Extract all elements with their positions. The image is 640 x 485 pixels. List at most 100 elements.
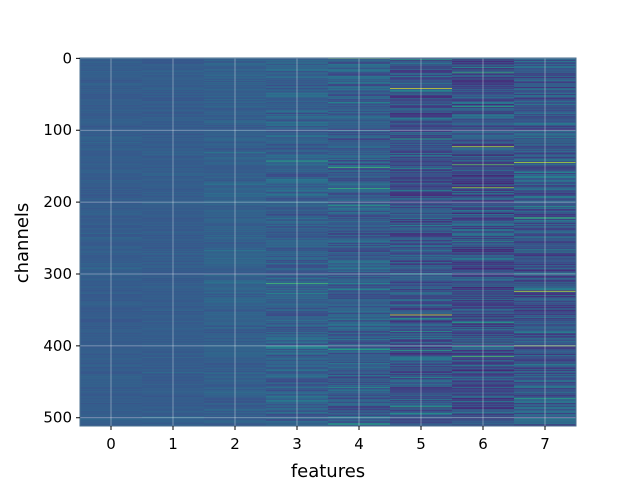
heatmap-cell bbox=[142, 190, 205, 192]
heatmap-cell bbox=[204, 112, 267, 114]
heatmap-cell bbox=[142, 333, 205, 335]
heatmap-cell bbox=[80, 76, 143, 78]
heatmap-cell bbox=[204, 306, 267, 308]
heatmap-cell bbox=[80, 180, 143, 182]
heatmap-cell bbox=[204, 387, 267, 389]
heatmap-cell bbox=[390, 317, 453, 319]
heatmap-cell bbox=[266, 231, 329, 233]
heatmap-cell bbox=[328, 211, 391, 213]
heatmap-cell bbox=[204, 299, 267, 301]
heatmap-cell bbox=[204, 321, 267, 323]
heatmap-cell bbox=[452, 73, 515, 75]
heatmap-cell bbox=[328, 382, 391, 384]
heatmap-cell bbox=[204, 349, 267, 351]
heatmap-cell bbox=[266, 120, 329, 122]
heatmap-cell bbox=[80, 396, 143, 398]
heatmap-cell bbox=[204, 324, 267, 326]
heatmap-cell bbox=[452, 67, 515, 69]
heatmap-cell bbox=[514, 315, 577, 317]
heatmap-cell bbox=[514, 252, 577, 254]
heatmap-cell bbox=[452, 273, 515, 275]
heatmap-cell bbox=[80, 193, 143, 195]
heatmap-cell bbox=[204, 201, 267, 203]
heatmap-cell bbox=[142, 369, 205, 372]
heatmap-cell bbox=[204, 106, 267, 108]
heatmap-cell bbox=[266, 162, 329, 164]
heatmap-cell bbox=[452, 206, 515, 208]
heatmap-cell bbox=[204, 184, 267, 186]
heatmap-cell bbox=[80, 209, 143, 211]
heatmap-cell bbox=[80, 178, 143, 180]
heatmap-cell bbox=[390, 60, 453, 62]
heatmap-cell bbox=[266, 421, 329, 423]
heatmap-cell bbox=[142, 410, 205, 412]
heatmap-cell bbox=[390, 294, 453, 296]
heatmap-cell bbox=[266, 174, 329, 176]
heatmap-cell bbox=[80, 287, 143, 289]
heatmap-cell bbox=[266, 419, 329, 421]
heatmap-cell bbox=[514, 416, 577, 418]
heatmap-cell bbox=[80, 336, 143, 338]
heatmap-cell bbox=[514, 111, 577, 113]
heatmap-cell bbox=[452, 68, 515, 70]
heatmap-cell bbox=[142, 208, 205, 211]
heatmap-cell bbox=[390, 170, 453, 172]
heatmap-cell bbox=[80, 203, 143, 205]
heatmap-cell bbox=[328, 162, 391, 165]
heatmap-cell bbox=[204, 383, 267, 385]
heatmap-cell bbox=[80, 376, 143, 378]
heatmap-cell bbox=[266, 106, 329, 108]
heatmap-cell bbox=[390, 82, 453, 84]
heatmap-cell bbox=[80, 313, 143, 315]
heatmap-cell bbox=[452, 80, 515, 82]
heatmap-cell bbox=[390, 160, 453, 162]
heatmap-cell bbox=[452, 232, 515, 234]
heatmap-cell bbox=[80, 208, 143, 210]
heatmap-cell bbox=[80, 206, 143, 208]
heatmap-cell bbox=[390, 303, 453, 305]
heatmap-cell bbox=[328, 83, 391, 85]
heatmap-cell bbox=[142, 365, 205, 367]
heatmap-cell bbox=[514, 344, 577, 346]
x-tick-label: 2 bbox=[230, 435, 240, 453]
heatmap-cell bbox=[452, 287, 515, 289]
heatmap-cell bbox=[80, 285, 143, 287]
heatmap-cell bbox=[452, 424, 515, 426]
heatmap-cell bbox=[328, 74, 391, 76]
heatmap-cell bbox=[204, 168, 267, 170]
heatmap-cell bbox=[514, 192, 577, 194]
heatmap-cell bbox=[390, 174, 453, 176]
heatmap-cell bbox=[204, 413, 267, 415]
heatmap-cell bbox=[452, 222, 515, 224]
heatmap-cell bbox=[80, 162, 143, 164]
heatmap-cell bbox=[328, 320, 391, 322]
heatmap-cell bbox=[328, 392, 391, 395]
heatmap-cell bbox=[328, 330, 391, 332]
heatmap-cell bbox=[514, 351, 577, 354]
heatmap-cell bbox=[452, 421, 515, 423]
heatmap-cell bbox=[142, 159, 205, 161]
heatmap-cell bbox=[142, 235, 205, 237]
heatmap-cell bbox=[390, 91, 453, 93]
heatmap-cell bbox=[142, 176, 205, 178]
heatmap-cell bbox=[390, 400, 453, 402]
heatmap-cell bbox=[80, 80, 143, 82]
heatmap-cell bbox=[390, 110, 453, 112]
heatmap-cell bbox=[328, 262, 391, 264]
heatmap-cell bbox=[390, 176, 453, 178]
heatmap-cell bbox=[80, 394, 143, 396]
heatmap-cell bbox=[80, 226, 143, 229]
heatmap-cell bbox=[80, 277, 143, 280]
heatmap-cell bbox=[452, 115, 515, 117]
heatmap-cell bbox=[328, 223, 391, 225]
heatmap-cell bbox=[266, 151, 329, 153]
heatmap-cell bbox=[452, 418, 515, 420]
heatmap-cell bbox=[142, 71, 205, 73]
heatmap-cell bbox=[266, 183, 329, 185]
heatmap-cell bbox=[514, 175, 577, 177]
heatmap-cell bbox=[142, 58, 205, 60]
heatmap-cell bbox=[328, 283, 391, 285]
heatmap-cell bbox=[452, 227, 515, 229]
heatmap-cell bbox=[514, 140, 577, 142]
heatmap-cell bbox=[142, 142, 205, 144]
